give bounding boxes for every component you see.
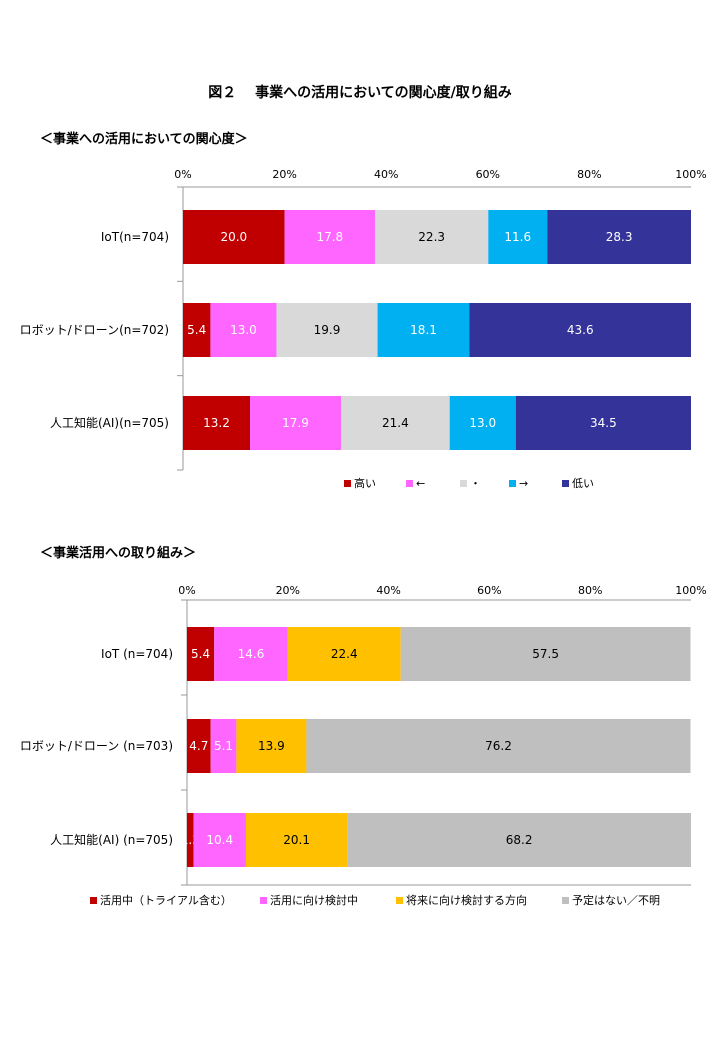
initiatives-data-label: 10.4	[206, 833, 233, 847]
initiatives-bar-segment	[187, 719, 211, 773]
interest-category-label: 人工知能(AI)(n=705)	[50, 416, 169, 430]
interest-data-label: 13.2	[203, 416, 230, 430]
interest-bar-segment	[183, 210, 285, 264]
interest-category-label: IoT(n=704)	[101, 230, 169, 244]
interest-bar-segment	[469, 303, 691, 357]
interest-x-tick-label: 60%	[476, 168, 500, 181]
initiatives-data-label: 14.6	[238, 647, 265, 661]
interest-x-tick-label: 100%	[675, 168, 706, 181]
interest-x-tick-label: 20%	[272, 168, 296, 181]
interest-data-label: 17.8	[316, 230, 343, 244]
interest-legend-label: ・	[470, 477, 481, 490]
initiatives-legend-swatch	[260, 897, 267, 904]
interest-bar-segment	[250, 396, 341, 450]
initiatives-bar-segment	[347, 813, 691, 867]
initiatives-data-label: 68.2	[506, 833, 533, 847]
initiatives-bar-segment	[214, 627, 288, 681]
interest-data-label: 18.1	[410, 323, 437, 337]
initiatives-x-tick-label: 20%	[276, 584, 300, 597]
interest-data-label: 22.3	[418, 230, 445, 244]
initiatives-data-label: 5.4	[191, 647, 210, 661]
interest-bar-segment	[210, 303, 277, 357]
interest-data-label: 43.6	[567, 323, 594, 337]
interest-data-label: 11.6	[504, 230, 531, 244]
interest-bar-segment	[547, 210, 691, 264]
interest-data-label: 17.9	[282, 416, 309, 430]
interest-legend-label: →	[519, 477, 528, 490]
interest-data-label: 20.0	[220, 230, 247, 244]
interest-bar-segment	[183, 396, 251, 450]
interest-bar-segment	[340, 396, 450, 450]
interest-data-label: 21.4	[382, 416, 409, 430]
initiatives-x-tick-label: 40%	[376, 584, 400, 597]
interest-bar-segment	[183, 303, 211, 357]
initiatives-bar-segment	[287, 627, 401, 681]
interest-data-label: 5.4	[187, 323, 206, 337]
interest-legend-swatch	[460, 480, 467, 487]
interest-data-label: 13.0	[230, 323, 257, 337]
initiatives-bar-segment	[193, 813, 246, 867]
initiatives-category-label: IoT (n=704)	[101, 647, 173, 661]
interest-x-tick-label: 80%	[577, 168, 601, 181]
initiatives-legend-label: 活用中（トライアル含む）	[100, 893, 232, 907]
initiatives-bar-segment	[187, 627, 215, 681]
interest-bar-segment	[276, 303, 378, 357]
section-heading-interest: ＜事業への活用においての関心度＞	[40, 132, 248, 147]
interest-bar-segment	[284, 210, 376, 264]
initiatives-legend-swatch	[90, 897, 97, 904]
interest-x-tick-label: 0%	[174, 168, 191, 181]
interest-bar-segment	[515, 396, 691, 450]
interest-legend-swatch	[406, 480, 413, 487]
initiatives-bar-segment	[210, 719, 237, 773]
interest-legend-label: 低い	[572, 477, 594, 490]
initiatives-legend-label: 将来に向け検討する方向	[406, 893, 527, 907]
initiatives-x-tick-label: 100%	[675, 584, 706, 597]
initiatives-x-tick-label: 0%	[178, 584, 195, 597]
initiatives-bar-segment	[306, 719, 691, 773]
section-heading-initiatives: ＜事業活用への取り組み＞	[40, 546, 197, 561]
interest-legend-swatch	[562, 480, 569, 487]
initiatives-x-tick-label: 80%	[578, 584, 602, 597]
interest-bar-segment	[449, 396, 516, 450]
initiatives-data-label: 13.9	[258, 739, 285, 753]
initiatives-category-label: ロボット/ドローン (n=703)	[20, 739, 173, 753]
initiatives-legend-label: 活用に向け検討中	[270, 893, 358, 907]
initiatives-bar-segment	[245, 813, 348, 867]
interest-category-label: ロボット/ドローン(n=702)	[20, 323, 169, 337]
interest-x-tick-label: 40%	[374, 168, 398, 181]
interest-legend-label: 高い	[354, 476, 376, 490]
interest-data-label: 28.3	[606, 230, 633, 244]
initiatives-bar-segment	[236, 719, 307, 773]
interest-data-label: 19.9	[314, 323, 341, 337]
initiatives-data-label: 22.4	[331, 647, 358, 661]
interest-bar-segment	[375, 210, 489, 264]
initiatives-data-label: 5.1	[214, 739, 233, 753]
initiatives-data-label: 57.5	[532, 647, 559, 661]
initiatives-legend-swatch	[562, 897, 569, 904]
initiatives-legend-label: 予定はない／不明	[572, 893, 660, 907]
initiatives-data-label: 20.1	[283, 833, 310, 847]
interest-bar-segment	[488, 210, 548, 264]
interest-legend-swatch	[344, 480, 351, 487]
interest-data-label: 13.0	[469, 416, 496, 430]
initiatives-x-tick-label: 60%	[477, 584, 501, 597]
interest-data-label: 34.5	[590, 416, 617, 430]
initiatives-data-label: 76.2	[485, 739, 512, 753]
initiatives-category-label: 人工知能(AI) (n=705)	[50, 833, 173, 847]
initiatives-bar-segment	[187, 813, 194, 867]
interest-legend-label: ←	[416, 477, 425, 490]
page-title: 図２ 事業への活用においての関心度/取り組み	[208, 85, 512, 101]
initiatives-bar-segment	[400, 627, 691, 681]
initiatives-legend-swatch	[396, 897, 403, 904]
interest-bar-segment	[377, 303, 470, 357]
interest-legend-swatch	[509, 480, 516, 487]
initiatives-data-label: 4.7	[189, 739, 208, 753]
